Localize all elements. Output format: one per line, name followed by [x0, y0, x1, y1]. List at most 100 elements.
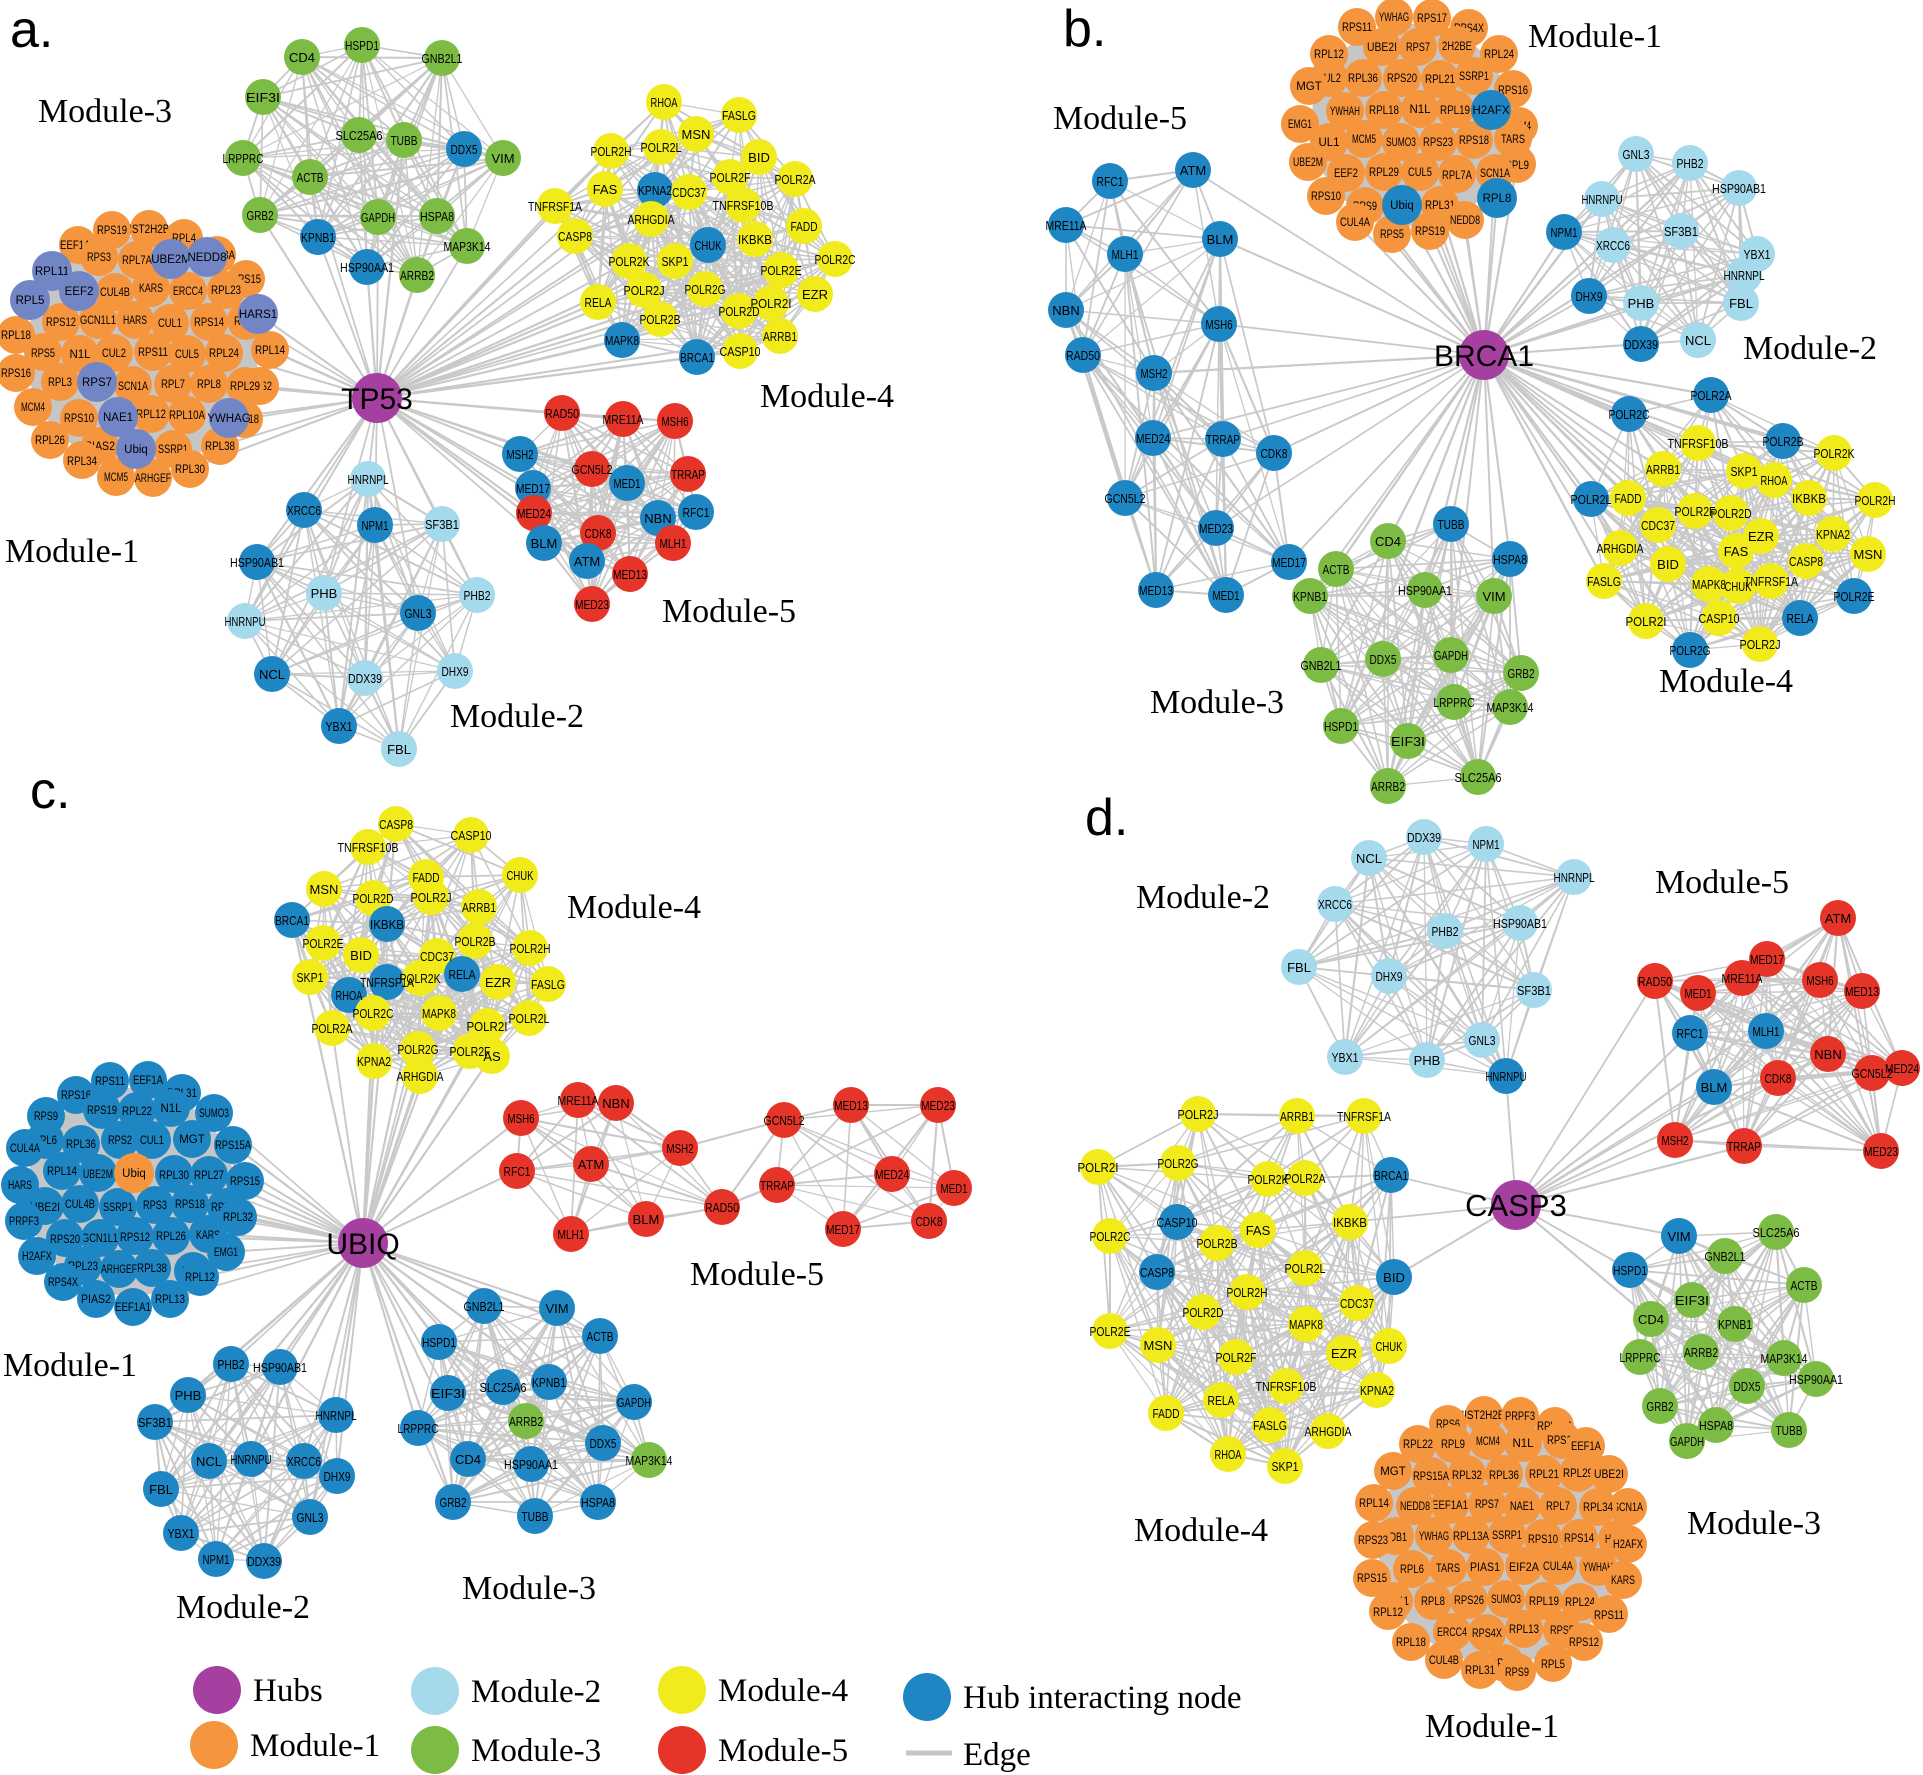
svg-text:CDK8: CDK8 — [1765, 1071, 1792, 1086]
svg-text:Module-2: Module-2 — [1136, 879, 1270, 916]
svg-text:MED13: MED13 — [613, 567, 647, 582]
svg-text:TNFRSF1A: TNFRSF1A — [528, 199, 582, 214]
svg-text:LRPPRC: LRPPRC — [1620, 1350, 1661, 1365]
svg-text:Module-4: Module-4 — [567, 889, 701, 926]
svg-text:CASP8: CASP8 — [1140, 1265, 1174, 1280]
svg-text:RPL5: RPL5 — [1541, 1659, 1565, 1671]
svg-text:EMG1: EMG1 — [214, 1247, 238, 1259]
svg-text:POLR2E: POLR2E — [1090, 1324, 1131, 1339]
svg-text:SLC25A6: SLC25A6 — [480, 1380, 527, 1395]
svg-text:HSP90AA1: HSP90AA1 — [504, 1457, 558, 1472]
svg-text:MAPK8: MAPK8 — [1289, 1317, 1323, 1332]
svg-text:HNRNPL: HNRNPL — [316, 1408, 357, 1423]
svg-text:IKBKB: IKBKB — [1792, 491, 1826, 506]
svg-text:RAD50: RAD50 — [705, 1200, 739, 1215]
svg-text:POLR2H: POLR2H — [1227, 1285, 1268, 1300]
svg-text:NCL: NCL — [1356, 851, 1382, 866]
svg-text:VIM: VIM — [545, 1301, 568, 1316]
svg-text:SCN1A: SCN1A — [1613, 1502, 1643, 1514]
svg-text:RPS7: RPS7 — [1475, 1499, 1499, 1511]
svg-text:MED23: MED23 — [575, 597, 609, 612]
svg-text:RFC1: RFC1 — [683, 505, 710, 520]
svg-text:MED17: MED17 — [826, 1222, 860, 1237]
svg-text:UBE2M: UBE2M — [83, 1169, 113, 1181]
svg-text:ACTB: ACTB — [1323, 562, 1350, 577]
svg-text:MED24: MED24 — [1136, 431, 1170, 446]
svg-text:RPS23: RPS23 — [1423, 137, 1453, 149]
svg-text:RPS15: RPS15 — [230, 1176, 260, 1188]
svg-text:GNL3: GNL3 — [297, 1510, 324, 1525]
svg-text:RPL29: RPL29 — [1369, 167, 1399, 179]
svg-text:CUL4A: CUL4A — [10, 1143, 40, 1155]
svg-text:EEF2: EEF2 — [1334, 168, 1358, 180]
svg-text:RPS16: RPS16 — [61, 1090, 91, 1102]
svg-text:HSPD1: HSPD1 — [422, 1335, 456, 1350]
svg-text:Module-5: Module-5 — [718, 1733, 848, 1769]
svg-text:RPL12: RPL12 — [1314, 49, 1344, 61]
svg-text:BRCA1: BRCA1 — [275, 913, 309, 928]
svg-text:HSPD1: HSPD1 — [345, 38, 379, 53]
svg-text:XRCC6: XRCC6 — [287, 503, 321, 518]
svg-text:RPL14: RPL14 — [47, 1166, 78, 1178]
svg-text:SUMO3: SUMO3 — [1491, 1594, 1521, 1606]
svg-text:Edge: Edge — [963, 1737, 1031, 1773]
svg-text:MLH1: MLH1 — [660, 536, 687, 551]
svg-text:ARRB2: ARRB2 — [509, 1414, 543, 1429]
svg-text:POLR2B: POLR2B — [1763, 434, 1804, 449]
svg-text:BLM: BLM — [1207, 232, 1234, 247]
svg-text:GNB2L1: GNB2L1 — [422, 51, 463, 66]
svg-text:RPS15A: RPS15A — [1413, 1471, 1449, 1483]
svg-text:RPL34: RPL34 — [1583, 1502, 1614, 1514]
svg-text:RPS4X: RPS4X — [1472, 1628, 1502, 1640]
svg-text:RPS20: RPS20 — [50, 1234, 80, 1246]
svg-text:RPS5: RPS5 — [31, 348, 55, 360]
svg-text:H2AFX: H2AFX — [1613, 1539, 1643, 1551]
svg-text:PIAS1: PIAS1 — [1470, 1562, 1500, 1574]
svg-text:POLR2A: POLR2A — [1691, 388, 1732, 403]
svg-text:EIF3I: EIF3I — [1391, 734, 1425, 749]
svg-text:RPL22: RPL22 — [122, 1106, 152, 1118]
svg-text:RPL36: RPL36 — [66, 1139, 96, 1151]
svg-text:VIM: VIM — [1667, 1229, 1690, 1244]
svg-text:MAP3K14: MAP3K14 — [444, 239, 491, 254]
svg-text:RPS19: RPS19 — [87, 1105, 117, 1117]
svg-text:MRE11A: MRE11A — [603, 412, 644, 427]
svg-text:KPNB1: KPNB1 — [1718, 1317, 1752, 1332]
svg-text:EEF1A1: EEF1A1 — [1432, 1500, 1468, 1512]
svg-text:RPS3: RPS3 — [143, 1200, 167, 1212]
svg-text:MLH1: MLH1 — [1112, 247, 1139, 262]
svg-text:TRRAP: TRRAP — [671, 467, 705, 482]
svg-text:POLR2D: POLR2D — [719, 304, 760, 319]
svg-text:RFC1: RFC1 — [504, 1164, 531, 1179]
svg-text:CD4: CD4 — [1638, 1312, 1664, 1327]
svg-text:HSP90AA1: HSP90AA1 — [340, 260, 394, 275]
svg-text:MSH6: MSH6 — [1807, 973, 1834, 988]
svg-text:MAP3K14: MAP3K14 — [1761, 1351, 1808, 1366]
svg-text:BID: BID — [1657, 557, 1679, 572]
svg-text:SF3B1: SF3B1 — [138, 1415, 172, 1430]
svg-text:BID: BID — [748, 150, 770, 165]
svg-text:HIST2H2BE: HIST2H2BE — [1457, 1410, 1511, 1422]
svg-text:RPS3: RPS3 — [87, 252, 111, 264]
svg-text:RPL21: RPL21 — [1529, 1469, 1559, 1481]
svg-text:AS: AS — [483, 1049, 501, 1064]
svg-text:RELA: RELA — [1208, 1393, 1235, 1408]
svg-text:RPS12: RPS12 — [1569, 1637, 1599, 1649]
svg-text:GAPDH: GAPDH — [361, 210, 395, 225]
svg-text:RPL32: RPL32 — [1452, 1470, 1482, 1482]
svg-text:HNRNPL: HNRNPL — [1554, 870, 1595, 885]
svg-text:Module-5: Module-5 — [1655, 864, 1789, 901]
svg-text:MSN: MSN — [1144, 1338, 1173, 1353]
svg-text:POLR2K: POLR2K — [1814, 446, 1855, 461]
svg-text:UBE2I: UBE2I — [1367, 42, 1397, 54]
svg-text:POLR2D: POLR2D — [1183, 1305, 1224, 1320]
svg-text:HSP90AB1: HSP90AB1 — [1493, 916, 1547, 931]
svg-text:RPS11: RPS11 — [95, 1076, 125, 1088]
svg-text:POLR2A: POLR2A — [775, 172, 816, 187]
svg-text:CUL5: CUL5 — [175, 349, 199, 361]
svg-text:POLR2L: POLR2L — [1285, 1261, 1326, 1276]
svg-text:MCM4: MCM4 — [21, 402, 45, 414]
svg-text:KPNA2: KPNA2 — [357, 1054, 391, 1069]
svg-text:PHB2: PHB2 — [464, 588, 491, 603]
svg-text:Module-1: Module-1 — [1528, 18, 1662, 55]
